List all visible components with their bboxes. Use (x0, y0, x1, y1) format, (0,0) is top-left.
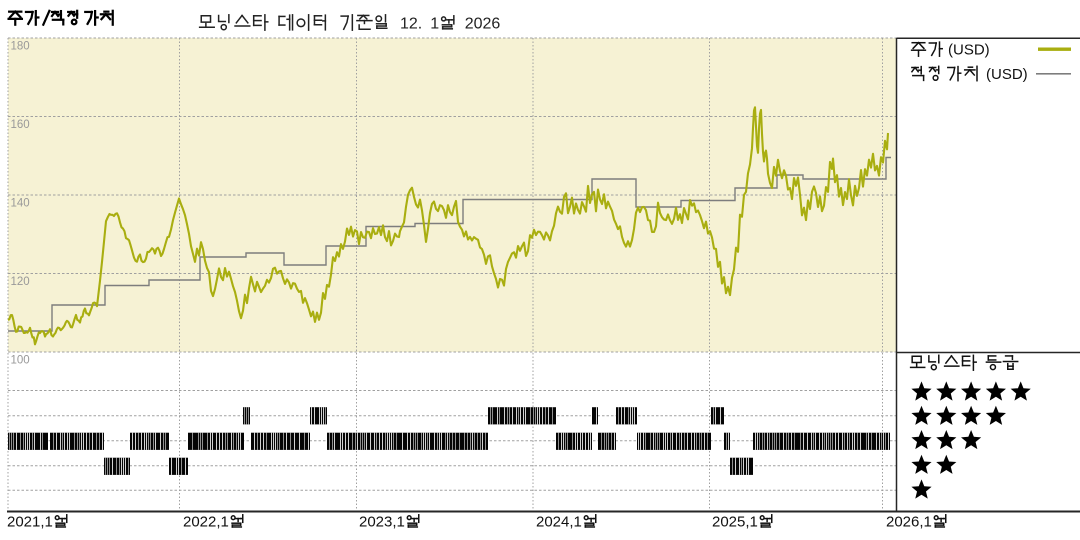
svg-text:180: 180 (11, 41, 30, 53)
svg-text:1: 1 (430, 15, 439, 32)
svg-text:2025,1: 2025,1 (712, 513, 758, 530)
svg-text:100: 100 (11, 355, 30, 367)
svg-text:2021,1: 2021,1 (7, 513, 53, 530)
svg-text:(USD): (USD) (986, 66, 1028, 83)
svg-text:120: 120 (11, 276, 30, 288)
svg-text:140: 140 (11, 198, 30, 210)
svg-text:2026: 2026 (465, 15, 501, 32)
svg-text:2022,1: 2022,1 (183, 513, 229, 530)
svg-text:12.: 12. (400, 15, 422, 32)
svg-text:160: 160 (11, 119, 30, 131)
svg-text:(USD): (USD) (948, 42, 990, 59)
svg-text:2026,1: 2026,1 (886, 513, 932, 530)
svg-text:2023,1: 2023,1 (359, 513, 405, 530)
svg-text:2024,1: 2024,1 (536, 513, 582, 530)
